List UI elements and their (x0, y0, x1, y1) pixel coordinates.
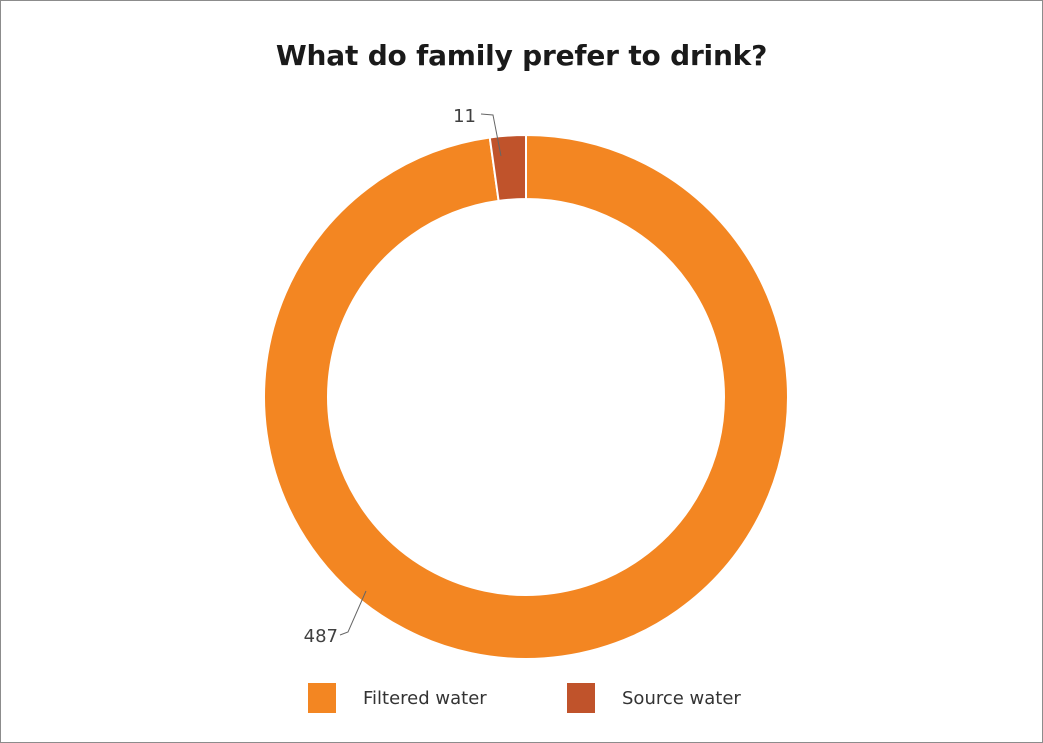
donut-chart: 487 11 (262, 106, 789, 660)
data-label-filtered-water: 487 (304, 626, 338, 647)
legend-swatch-filtered-water (308, 683, 336, 713)
data-label-source-water: 11 (453, 106, 476, 127)
legend-item-source-water: Source water (567, 683, 741, 713)
legend-item-filtered-water: Filtered water (308, 683, 487, 713)
legend-swatch-source-water (567, 683, 595, 713)
leader-line-source-water (480, 113, 502, 157)
legend: Filtered water Source water (1, 683, 1042, 717)
leader-line-filtered-water (339, 590, 367, 636)
slice-source-water (488, 133, 527, 203)
legend-label-filtered-water: Filtered water (363, 687, 487, 709)
chart-title: What do family prefer to drink? (275, 39, 768, 72)
legend-label-source-water: Source water (622, 687, 741, 709)
slice-filtered-water (262, 133, 789, 660)
